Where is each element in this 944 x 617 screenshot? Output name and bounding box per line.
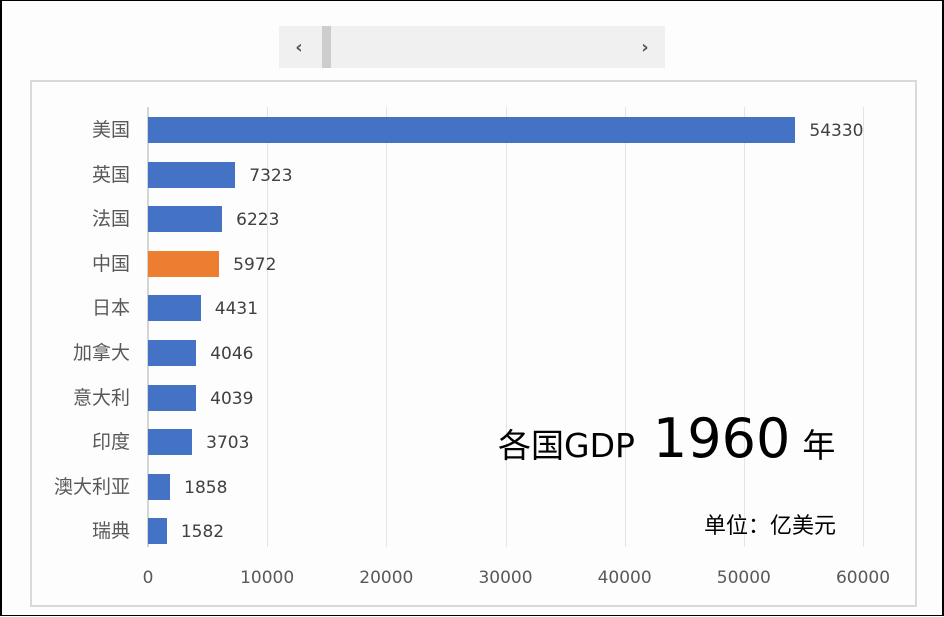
- gridline: [505, 107, 507, 547]
- category-label: 印度: [91, 431, 130, 454]
- gridline: [386, 107, 388, 547]
- bar[interactable]: [148, 295, 201, 322]
- bar[interactable]: [148, 250, 220, 277]
- unit-label: 单位：亿美元: [704, 514, 837, 539]
- gridline: [863, 107, 864, 547]
- bar[interactable]: [148, 518, 167, 545]
- x-tick-label: 0: [142, 568, 154, 588]
- data-label: 4046: [210, 344, 254, 364]
- data-label: 5972: [233, 254, 277, 275]
- category-label: 英国: [91, 163, 130, 186]
- category-label: 中国: [91, 252, 130, 275]
- scroll-left-button[interactable]: ‹: [279, 26, 319, 68]
- data-label: 54330: [809, 121, 864, 141]
- data-label: 6223: [236, 210, 280, 231]
- x-tick-label: 60000: [835, 568, 891, 588]
- bar[interactable]: [148, 473, 171, 500]
- year-scrollbar[interactable]: ‹ ›: [279, 26, 665, 68]
- chart-area: 0 10000 20000 30000 40000 50000 60000 美国 54330 英国…: [30, 80, 917, 607]
- data-label: 1858: [184, 477, 228, 498]
- bar[interactable]: [148, 161, 236, 188]
- bar[interactable]: [148, 117, 796, 143]
- category-label: 日本: [91, 297, 130, 320]
- bar[interactable]: [148, 340, 197, 366]
- data-label: 7323: [249, 165, 293, 186]
- gridline: [267, 107, 269, 547]
- y-axis-line: [147, 107, 149, 547]
- category-label: 意大利: [72, 386, 130, 409]
- x-tick-label: 40000: [597, 568, 652, 588]
- category-label: 法国: [91, 208, 130, 231]
- bar[interactable]: [148, 384, 197, 411]
- data-label: 4039: [210, 388, 254, 409]
- category-label: 瑞典: [91, 520, 130, 543]
- scroll-thumb[interactable]: [322, 26, 331, 68]
- data-label: 3703: [206, 433, 250, 454]
- bar[interactable]: [148, 429, 193, 456]
- title-year: 1960: [652, 407, 791, 470]
- data-label: 1582: [180, 522, 225, 543]
- bar[interactable]: [148, 206, 223, 233]
- x-tick-label: 20000: [359, 568, 414, 588]
- category-label: 加拿大: [72, 342, 130, 364]
- chevron-right-icon: ›: [641, 36, 649, 58]
- x-tick-label: 50000: [716, 568, 771, 588]
- gridline: [624, 107, 626, 547]
- x-tick-label: 30000: [478, 568, 533, 588]
- title-suffix: 年: [802, 426, 836, 465]
- chart-title: 各国GDP 1960 年: [498, 407, 835, 470]
- scroll-right-button[interactable]: ›: [625, 26, 665, 68]
- title-main: 各国GDP: [498, 426, 635, 465]
- x-tick-label: 10000: [240, 568, 295, 588]
- category-label: 澳大利亚: [53, 475, 130, 498]
- chevron-left-icon: ‹: [295, 36, 303, 58]
- gridline: [743, 107, 745, 547]
- category-label: 美国: [91, 119, 130, 141]
- data-label: 4431: [214, 299, 259, 320]
- plot-area: 0 10000 20000 30000 40000 50000 60000 美国 54330 英国…: [32, 82, 915, 605]
